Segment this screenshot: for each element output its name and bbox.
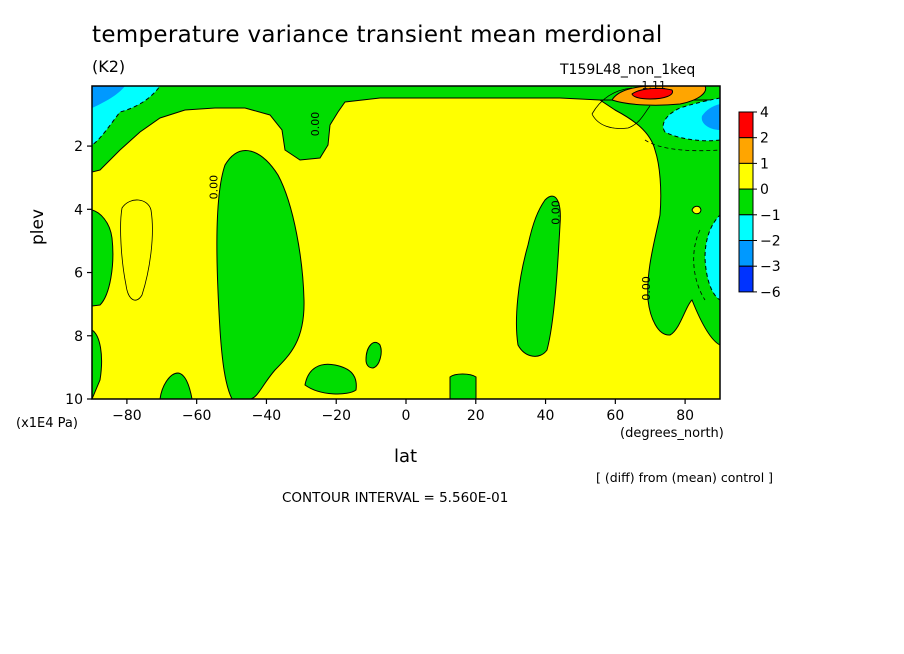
colorbar-swatch — [738, 111, 754, 139]
contour-label: 0.00 — [309, 112, 322, 137]
x-axis-units: (degrees_north) — [620, 426, 724, 441]
x-tick-label: 20 — [467, 408, 485, 424]
region-green-bottom-mid — [449, 373, 477, 399]
colorbar: 4 2 1 0 −1 −2 −3 −6 — [738, 105, 781, 301]
x-axis-label: lat — [394, 446, 418, 467]
contour-labels: 0.00 0.00 0.00 0.00 1.11 — [208, 79, 666, 300]
region-nh-cyan-lower — [704, 214, 720, 301]
contour-line-sh — [120, 199, 153, 301]
colorbar-swatch — [738, 188, 754, 216]
y-axis-units: (x1E4 Pa) — [16, 416, 78, 431]
colorbar-label: 4 — [760, 105, 769, 121]
y-tick-label: 2 — [74, 139, 83, 155]
x-tick-label: −80 — [112, 408, 142, 424]
region-nh-blue — [701, 104, 720, 130]
colorbar-label: 0 — [760, 182, 769, 198]
chart-title: temperature variance transient mean merd… — [92, 22, 663, 48]
region-nh-cyan-upper — [662, 97, 720, 142]
colorbar-label: −2 — [760, 234, 781, 250]
region-nh-green-column — [515, 195, 561, 357]
y-tick-label: 6 — [74, 266, 83, 282]
region-nh-green-right — [598, 99, 720, 346]
region-green-blob-2 — [365, 341, 382, 369]
region-sh-upper-green — [92, 86, 720, 173]
y-tick-label: 8 — [74, 329, 83, 345]
region-nh-red — [631, 87, 674, 100]
x-tick-label: −20 — [321, 408, 351, 424]
diff-note: [ (diff) from (mean) control ] — [596, 470, 774, 485]
region-sh-green-low — [92, 329, 103, 399]
colorbar-swatch — [738, 214, 754, 242]
units-label: (K2) — [92, 57, 126, 76]
x-tick-label: 60 — [606, 408, 624, 424]
region-nh-small-yellow — [691, 205, 702, 215]
colorbar-label: −1 — [760, 208, 781, 224]
y-axis-label: plev — [28, 208, 48, 245]
y-tick-label: 4 — [74, 202, 83, 218]
x-tick-label: 0 — [402, 408, 411, 424]
contour-line-nh-dashed — [644, 139, 720, 301]
contour-label: 0.00 — [550, 200, 563, 225]
contour-label: 0.00 — [640, 276, 653, 301]
colorbar-label: 2 — [760, 131, 769, 147]
region-sh-blue — [92, 86, 125, 108]
colorbar-label: −6 — [760, 285, 781, 301]
colorbar-swatch — [738, 265, 754, 293]
y-axis-ticks: 2 4 6 8 10 — [65, 139, 92, 408]
colorbar-label: 1 — [760, 156, 769, 172]
region-sh-green-column — [216, 150, 305, 399]
colorbar-swatch — [738, 240, 754, 267]
x-tick-label: 80 — [676, 408, 694, 424]
colorbar-swatch — [738, 137, 754, 164]
x-axis-ticks: −80 −60 −40 −20 0 20 40 60 80 — [112, 399, 694, 424]
run-label: T159L48_non_1keq — [560, 62, 696, 78]
x-tick-label: −40 — [252, 408, 282, 424]
contour-label: 1.11 — [641, 79, 666, 92]
region-green-blob-1 — [304, 363, 357, 395]
region-sh-green-left — [92, 209, 114, 307]
contour-interval: CONTOUR INTERVAL = 5.560E-01 — [282, 490, 509, 506]
contour-line-nh — [591, 87, 651, 129]
y-tick-label: 10 — [65, 392, 83, 408]
region-sh-cyan — [92, 86, 161, 146]
x-tick-label: 40 — [537, 408, 555, 424]
contour-label: 0.00 — [208, 175, 221, 200]
x-tick-label: −60 — [182, 408, 212, 424]
colorbar-label: −3 — [760, 259, 781, 275]
region-sh-green-bottom — [159, 372, 193, 399]
colorbar-swatch — [738, 162, 754, 190]
plot-background — [92, 86, 720, 399]
